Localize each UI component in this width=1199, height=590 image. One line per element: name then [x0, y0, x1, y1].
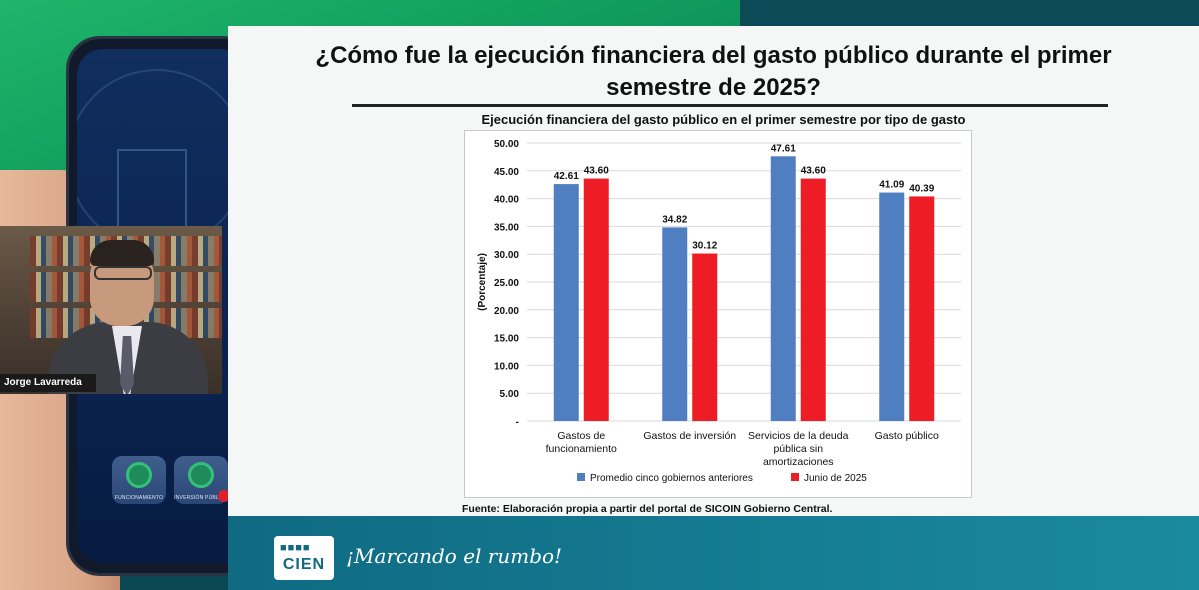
bar	[770, 156, 796, 422]
bar	[662, 227, 688, 421]
bar	[800, 178, 826, 421]
gear-icon	[126, 462, 152, 488]
y-tick-label: 35.00	[494, 222, 519, 233]
data-label: 47.61	[771, 143, 796, 154]
title-divider	[352, 104, 1108, 107]
data-label: 42.61	[554, 171, 579, 182]
source-note: Fuente: Elaboración propia a partir del …	[462, 503, 833, 515]
slide-title: ¿Cómo fue la ejecución financiera del ga…	[228, 40, 1199, 104]
legend-swatch	[577, 473, 585, 481]
chart-area: - 5.00 10.00 15.00 20.00 25.00 30.00 35.00 40.00…	[464, 130, 972, 498]
slide-title-line2: semestre de 2025?	[606, 74, 821, 101]
tagline: ¡Marcando el rumbo!	[346, 544, 563, 568]
data-label: 40.39	[909, 183, 934, 194]
x-tick-label: Gastos de inversión	[643, 430, 736, 442]
speaker-name: Jorge Lavarreda	[0, 374, 96, 392]
y-tick-label: 15.00	[494, 334, 519, 345]
person-hair	[90, 240, 154, 266]
bar	[692, 253, 718, 421]
bar-chart: - 5.00 10.00 15.00 20.00 25.00 30.00 35.00 40.00…	[477, 139, 961, 484]
x-tick-label: Gastos de	[557, 430, 605, 442]
y-tick-label: 45.00	[494, 167, 519, 178]
chart-title: Ejecución financiera del gasto público e…	[481, 112, 966, 127]
notification-dot	[218, 490, 230, 502]
y-tick-label: -	[516, 417, 519, 428]
x-tick-label: Gasto público	[875, 430, 939, 442]
bar	[909, 196, 935, 421]
y-tick-label: 25.00	[494, 278, 519, 289]
app-funcionamiento[interactable]: FUNCIONAMIENTO	[112, 456, 166, 504]
growth-icon	[188, 462, 214, 488]
bar	[583, 178, 609, 421]
presentation-slide: ¿Cómo fue la ejecución financiera del ga…	[228, 26, 1199, 590]
cien-logo: ■■■■ CIEN	[274, 536, 334, 580]
x-tick-label: Servicios de la deuda	[748, 430, 849, 442]
y-tick-label: 20.00	[494, 306, 519, 317]
data-label: 30.12	[692, 241, 717, 252]
data-label: 43.60	[584, 166, 609, 177]
slide-title-line1: ¿Cómo fue la ejecución financiera del ga…	[315, 42, 1112, 69]
legend-label: Promedio cinco gobiernos anteriores	[590, 473, 753, 484]
app-inversion-publica[interactable]: INVERSIÓN PÚBLICA	[174, 456, 228, 504]
legend-swatch	[791, 473, 799, 481]
data-label: 34.82	[662, 214, 687, 225]
y-axis-label: (Porcentaje)	[477, 253, 488, 311]
footer-banner: ■■■■ CIEN ¡Marcando el rumbo!	[228, 516, 1199, 590]
y-tick-label: 40.00	[494, 195, 519, 206]
y-tick-label: 5.00	[500, 389, 520, 400]
person-tie	[120, 336, 134, 394]
glasses-icon	[94, 266, 152, 280]
x-tick-label: amortizaciones	[763, 456, 834, 468]
webcam-feed	[0, 226, 222, 394]
logo-dots-icon: ■■■■	[280, 542, 311, 554]
legend-label: Junio de 2025	[804, 473, 867, 484]
arrow-icon	[117, 149, 187, 259]
y-tick-label: 30.00	[494, 250, 519, 261]
bar	[879, 192, 905, 421]
data-label: 41.09	[879, 180, 904, 191]
x-tick-label: pública sin	[773, 443, 823, 455]
x-tick-label: funcionamiento	[546, 443, 617, 455]
app-label: FUNCIONAMIENTO	[114, 495, 164, 501]
bar	[553, 184, 579, 421]
logo-text: CIEN	[282, 556, 326, 573]
app-label: INVERSIÓN PÚBLICA	[174, 495, 228, 501]
y-tick-label: 10.00	[494, 361, 519, 372]
y-tick-label: 50.00	[494, 139, 519, 150]
data-label: 43.60	[801, 166, 826, 177]
